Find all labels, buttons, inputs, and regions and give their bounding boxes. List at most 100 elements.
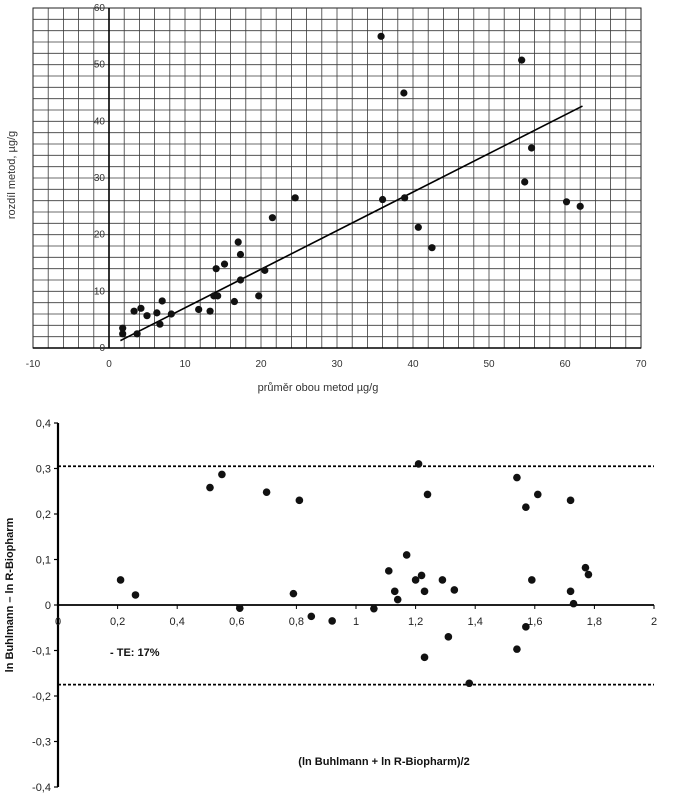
chart1-x-axis-label: průměr obou metod µg/g — [258, 382, 379, 394]
bland-altman-log-difference-plot: -0,4 -0,3 -0,2 -0,1 0 0,1 0,2 0,3 0,4 0 0,2 0,4 0,6 0… — [4, 418, 657, 794]
chart2-y-tick-label: 0 — [45, 600, 51, 612]
chart1-data-point — [206, 307, 214, 315]
chart1-data-point — [143, 312, 151, 320]
chart2-tick-labels: -0,4 -0,3 -0,2 -0,1 0 0,1 0,2 0,3 0,4 0 0,2 0,4 0,6 0… — [32, 418, 657, 794]
chart2-annotation: - TE: 17% — [110, 647, 160, 659]
chart2-y-axis-label: ln Buhlmann – ln R-Biopharm — [4, 517, 16, 672]
chart1-data-point — [236, 250, 245, 259]
chart1-y-tick-label: 30 — [94, 173, 106, 184]
chart2-data-point — [444, 633, 453, 641]
chart2-data-point — [218, 470, 226, 479]
chart1-data-point — [521, 178, 529, 186]
chart2-data-point — [522, 623, 530, 631]
chart1-y-tick-label: 40 — [94, 116, 106, 127]
chart2-y-tick-label: 0,2 — [36, 509, 51, 521]
chart2-data-point — [414, 460, 423, 468]
chart1-data-point — [137, 304, 145, 312]
chart1-data-point — [158, 297, 166, 305]
chart2-reference-lines — [58, 465, 654, 686]
chart1-data-point — [156, 320, 164, 328]
chart2-data-point — [569, 599, 578, 608]
chart2-data-point — [116, 576, 125, 584]
chart2-data-point — [450, 586, 459, 594]
chart2-data-point — [566, 587, 575, 596]
chart1-data-point — [291, 194, 299, 202]
chart2-data-point — [465, 679, 474, 688]
chart1-data-point — [130, 307, 138, 315]
chart2-x-tick-label: 1,6 — [527, 616, 542, 628]
chart2-y-tick-label: 0,4 — [36, 418, 51, 430]
chart1-regression-line — [120, 105, 583, 342]
chart2-y-tick-label: 0,3 — [36, 464, 51, 476]
chart2-data-point — [423, 490, 432, 499]
chart2-data-point — [566, 496, 575, 505]
chart2-data-point — [328, 617, 336, 625]
chart1-data-point — [119, 324, 127, 332]
chart2-y-tick-label: 0,1 — [36, 555, 51, 567]
chart2-data-point — [131, 591, 140, 599]
chart2-axes — [54, 422, 655, 788]
chart1-data-point — [527, 144, 536, 152]
chart2-x-tick-label: 0,4 — [170, 616, 185, 628]
chart2-x-tick-label: 0 — [55, 616, 61, 628]
chart1-x-tick-label: 40 — [407, 359, 419, 370]
chart1-data-point — [268, 214, 276, 222]
chart1-data-point — [414, 223, 422, 231]
chart2-data-point — [528, 576, 536, 584]
chart2-data-point — [420, 587, 429, 596]
chart1-y-tick-label: 0 — [99, 343, 105, 354]
chart1-x-tick-label: 20 — [255, 359, 267, 370]
chart1-y-tick-label: 10 — [94, 286, 106, 297]
chart1-data-point — [220, 260, 229, 268]
chart2-x-tick-label: 2 — [651, 616, 657, 628]
chart1-data-point — [576, 202, 584, 210]
chart2-data-point — [411, 576, 420, 584]
chart2-x-tick-label: 0,2 — [110, 616, 125, 628]
chart1-data-point — [261, 266, 269, 274]
chart2-data-point — [420, 653, 429, 662]
chart1-axes — [33, 8, 641, 349]
chart2-data-point — [402, 551, 411, 559]
chart2-data-point — [393, 595, 402, 604]
chart2-y-tick-label: -0,3 — [32, 737, 51, 749]
chart1-y-axis-label: rozdíl metod, µg/g — [6, 131, 18, 219]
chart1-data-point — [133, 330, 141, 338]
chart2-data-point — [581, 563, 590, 572]
chart1-x-tick-label: -10 — [26, 359, 41, 370]
chart1-data-point — [428, 244, 436, 252]
chart2-data-point — [384, 567, 393, 575]
bland-altman-scatter-plot-ug: -10 0 10 20 30 40 50 60 70 0 10 20 30 40 50 60 průměr o… — [6, 3, 647, 394]
chart2-data-point — [533, 490, 542, 499]
chart2-data-point — [235, 604, 244, 612]
chart2-points — [116, 460, 593, 688]
chart1-y-tick-label: 50 — [94, 60, 106, 71]
chart1-data-point — [562, 198, 571, 206]
chart1-x-tick-label: 30 — [331, 359, 343, 370]
chart2-y-tick-label: -0,1 — [32, 646, 51, 658]
chart1-y-tick-label: 60 — [94, 3, 106, 14]
chart1-data-point — [234, 238, 242, 246]
chart2-data-point — [206, 483, 214, 492]
chart2-data-point — [307, 612, 316, 621]
chart1-data-point — [400, 89, 408, 97]
chart2-data-point — [438, 576, 447, 584]
chart1-data-point — [195, 305, 203, 314]
chart1-data-point — [379, 195, 387, 204]
chart1-data-point — [167, 310, 175, 318]
chart2-x-tick-label: 0,6 — [229, 616, 244, 628]
chart2-y-tick-label: -0,2 — [32, 691, 51, 703]
chart1-data-point — [212, 265, 220, 273]
chart1-data-point — [214, 292, 222, 300]
chart1-x-tick-label: 60 — [559, 359, 571, 370]
chart1-y-tick-label: 20 — [94, 230, 106, 241]
chart2-data-point — [295, 496, 304, 505]
chart1-x-tick-label: 0 — [106, 359, 112, 370]
chart2-y-tick-label: -0,4 — [32, 782, 51, 794]
chart1-x-tick-label: 70 — [635, 359, 647, 370]
chart1-points — [119, 32, 584, 338]
chart1-data-point — [236, 276, 245, 284]
chart1-x-tick-label: 50 — [483, 359, 495, 370]
chart1-data-point — [401, 194, 409, 202]
chart1-data-point — [518, 56, 526, 64]
chart1-data-point — [255, 292, 263, 300]
